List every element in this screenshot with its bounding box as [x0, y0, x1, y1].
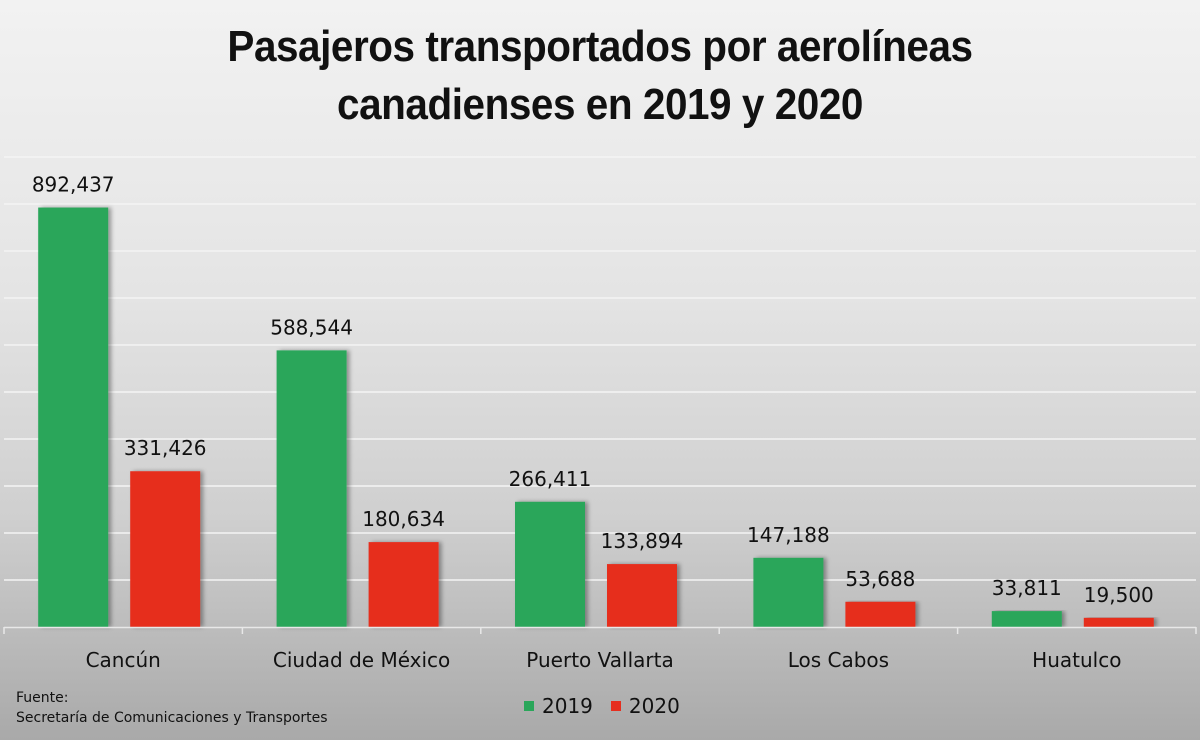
- category-label-0: Cancún: [86, 648, 161, 672]
- data-label-2019-3: 147,188: [747, 523, 830, 547]
- chart-title-line-1: Pasajeros transportados por aerolíneas: [227, 22, 973, 71]
- chart-title: Pasajeros transportados por aerolíneas c…: [48, 18, 1152, 134]
- bar-2020-3: [845, 601, 916, 627]
- data-label-2020-4: 19,500: [1084, 583, 1154, 607]
- legend-item-2020: 2020: [610, 694, 680, 718]
- data-label-2020-0: 331,426: [124, 436, 207, 460]
- bar-2019-0: [38, 207, 109, 627]
- data-label-2019-1: 588,544: [270, 315, 353, 339]
- data-label-2019-2: 266,411: [509, 467, 592, 491]
- data-labels: 892,437 331,426 588,544 180,634 266,411 133,8…: [32, 173, 1154, 607]
- bars: [38, 207, 1154, 627]
- source-label: Fuente:: [16, 690, 69, 706]
- bar-2019-4: [991, 611, 1062, 627]
- legend-label-2020: 2020: [628, 694, 680, 718]
- data-label-2020-3: 53,688: [845, 567, 915, 591]
- bar-2020-4: [1083, 617, 1154, 627]
- category-label-3: Los Cabos: [788, 648, 889, 672]
- bar-2019-2: [515, 501, 585, 627]
- category-label-4: Huatulco: [1032, 648, 1121, 672]
- x-axis: Cancún Ciudad de México Puerto Vallarta Los…: [3, 626, 1197, 672]
- bar-2019-1: [276, 350, 347, 627]
- category-label-2: Puerto Vallarta: [526, 648, 673, 672]
- gridlines: [4, 156, 1196, 581]
- bar-2020-1: [368, 542, 439, 627]
- legend-swatch-2020: [610, 701, 621, 711]
- bar-2020-2: [607, 564, 677, 627]
- data-label-2020-2: 133,894: [601, 529, 684, 553]
- legend-swatch-2019: [524, 701, 534, 711]
- data-label-2020-1: 180,634: [362, 507, 445, 531]
- source-text: Secretaría de Comunicaciones y Transport…: [16, 710, 328, 726]
- legend-item-2019: 2019: [524, 694, 593, 718]
- source-note: Fuente: Secretaría de Comunicaciones y T…: [16, 688, 328, 728]
- data-label-2019-4: 33,811: [992, 576, 1062, 600]
- data-label-2019-0: 892,437: [32, 173, 115, 197]
- legend: 2019 2020: [524, 694, 698, 718]
- bar-2019-3: [753, 557, 824, 627]
- bar-2020-0: [130, 471, 201, 627]
- legend-label-2019: 2019: [542, 694, 593, 718]
- category-label-1: Ciudad de México: [273, 648, 450, 672]
- chart-title-line-2: canadienses en 2019 y 2020: [337, 80, 863, 129]
